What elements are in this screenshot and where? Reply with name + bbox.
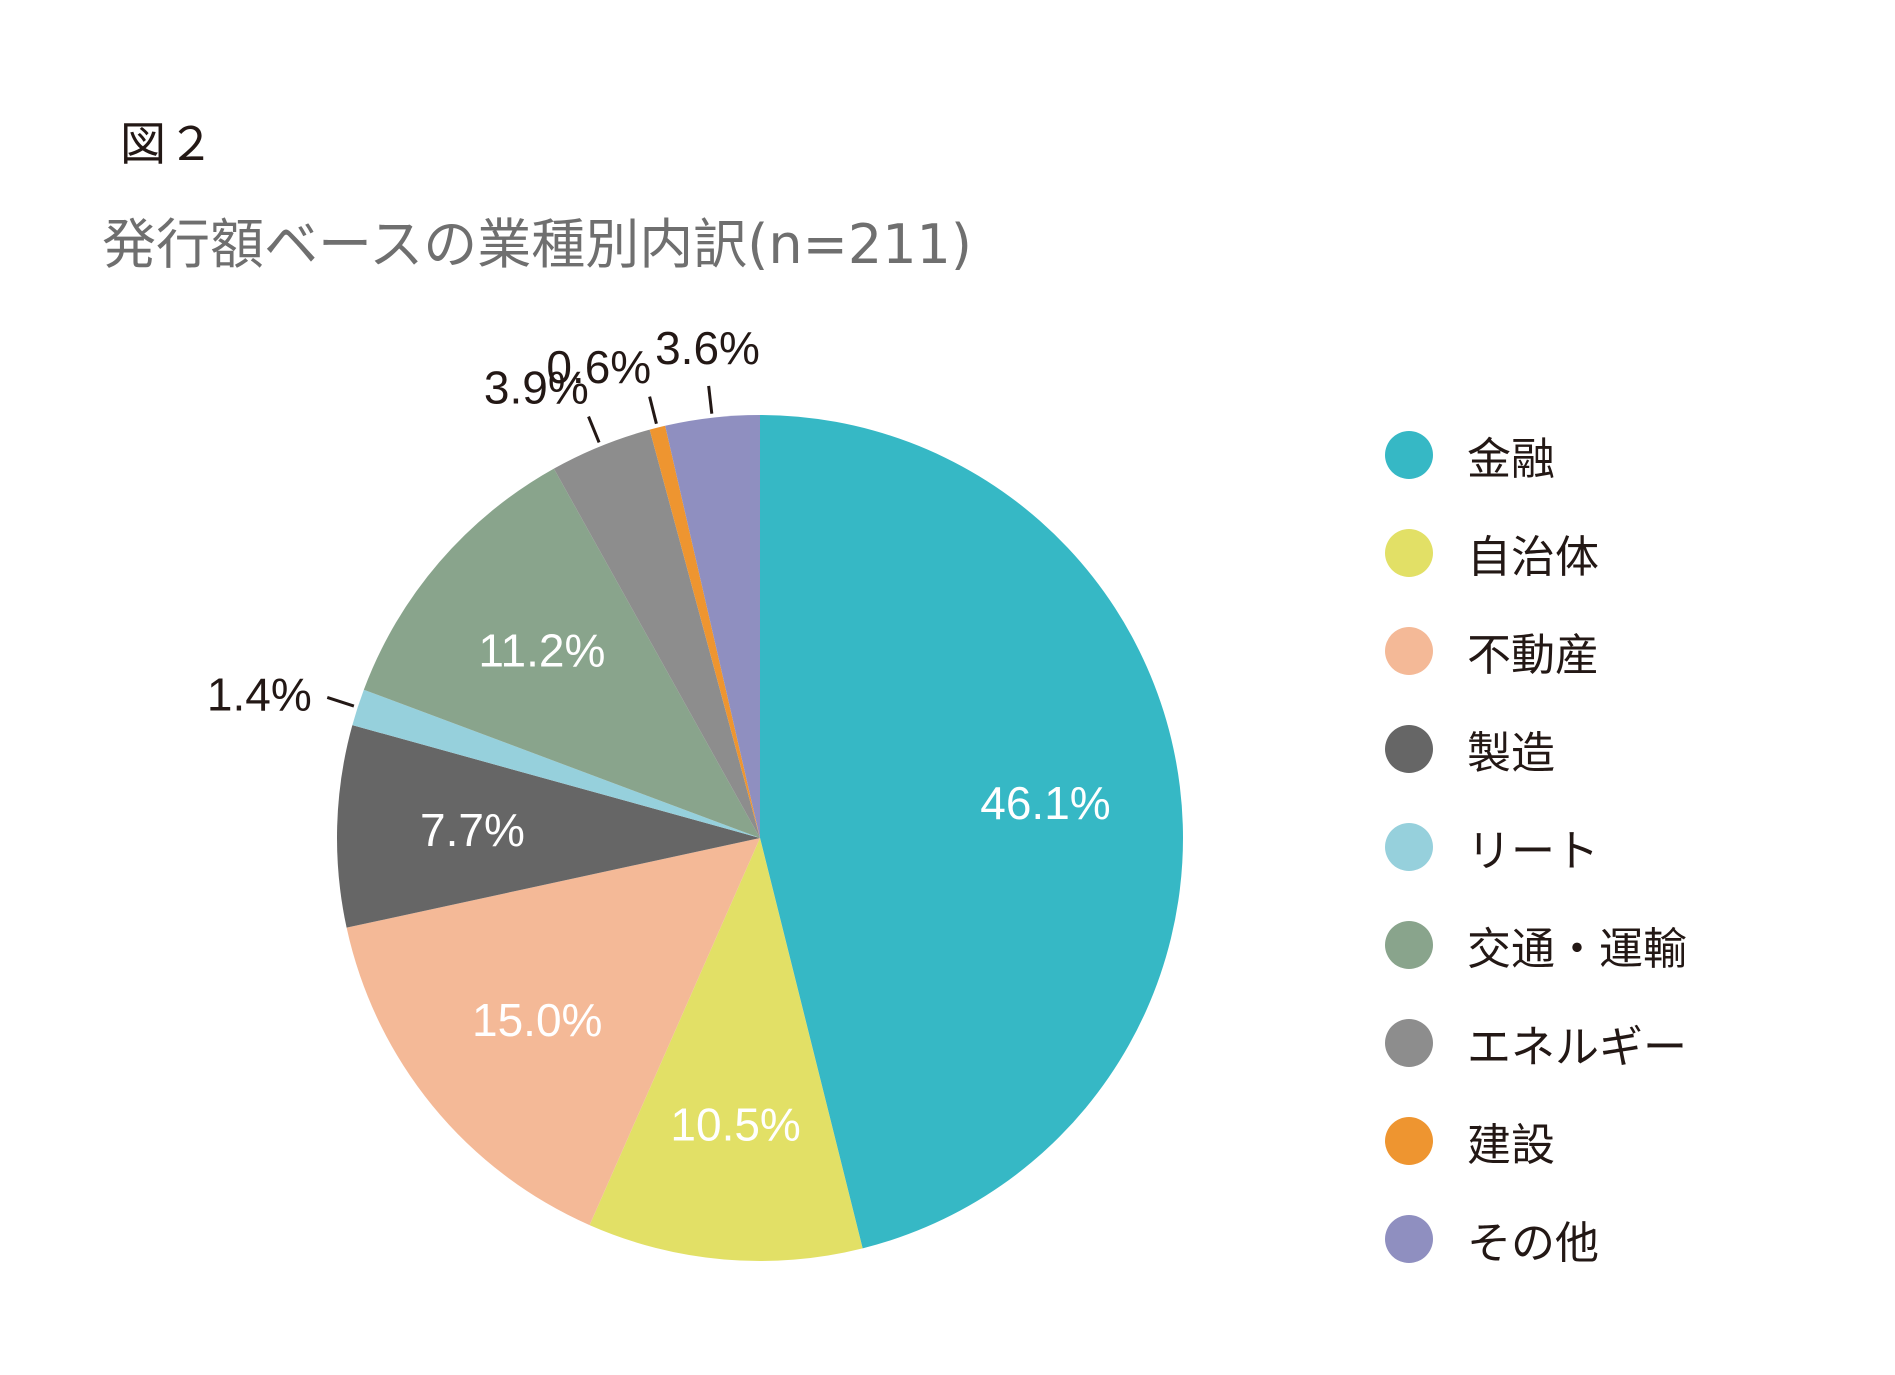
leader-lines — [326, 385, 714, 708]
slice-6-value-label: 11.2% — [478, 625, 605, 677]
legend-label: その他 — [1467, 1218, 1599, 1269]
legend-label: エネルギー — [1467, 1022, 1687, 1073]
legend-label: 交通・運輸 — [1467, 924, 1687, 975]
slice-7-wedge — [553, 429, 760, 838]
slice-8-value-label: 0.6% — [546, 341, 651, 393]
slice-7-value-label: 3.9% — [484, 361, 589, 413]
legend-swatch — [1385, 1117, 1433, 1165]
legend: 金融自治体不動産製造リート交通・運輸エネルギー建設その他 — [1385, 406, 1687, 1288]
figure-label: 図２ — [120, 117, 216, 171]
slice-5-wedge — [352, 689, 760, 838]
slice-8-wedge — [649, 425, 760, 838]
chart-title: 発行額ベースの業種別内訳(n=211) — [102, 213, 972, 276]
legend-label: リート — [1467, 826, 1599, 877]
legend-label: 金融 — [1467, 434, 1555, 485]
legend-swatch — [1385, 529, 1433, 577]
legend-item-1: 金融 — [1385, 406, 1687, 504]
legend-label: 製造 — [1467, 728, 1555, 779]
legend-item-2: 自治体 — [1385, 504, 1687, 602]
legend-swatch — [1385, 1019, 1433, 1067]
legend-label: 不動産 — [1467, 630, 1599, 681]
slice-5-value-label: 1.4% — [207, 668, 312, 720]
slice-6-wedge — [363, 468, 760, 838]
legend-swatch — [1385, 431, 1433, 479]
legend-item-9: その他 — [1385, 1190, 1687, 1288]
slice-8-leader-line — [648, 396, 658, 425]
legend-swatch — [1385, 823, 1433, 871]
slice-5-leader-line — [326, 695, 355, 708]
legend-item-5: リート — [1385, 798, 1687, 896]
legend-swatch — [1385, 921, 1433, 969]
slice-labels: 46.1% 10.5% 15.0% 7.7% 1.4% 11.2% 3.9%0.6% 3.6% — [207, 322, 1111, 1151]
legend-item-8: 建設 — [1385, 1092, 1687, 1190]
slice-3-value-label: 15.0% — [472, 994, 602, 1046]
pie-slices — [337, 415, 1183, 1261]
slice-9-value-label: 3.6% — [655, 322, 760, 374]
legend-item-4: 製造 — [1385, 700, 1687, 798]
slice-1-wedge — [760, 415, 1183, 1249]
legend-label: 自治体 — [1467, 532, 1599, 583]
legend-item-7: エネルギー — [1385, 994, 1687, 1092]
slice-9-leader-line — [707, 385, 714, 414]
slice-2-wedge — [589, 838, 863, 1261]
legend-label: 建設 — [1467, 1120, 1555, 1171]
legend-swatch — [1385, 725, 1433, 773]
slice-7-leader-line — [587, 415, 601, 444]
slice-4-wedge — [337, 725, 760, 928]
slice-4-value-label: 7.7% — [420, 804, 525, 856]
legend-swatch — [1385, 627, 1433, 675]
legend-item-6: 交通・運輸 — [1385, 896, 1687, 994]
slice-3-wedge — [346, 838, 760, 1226]
slice-2-value-label: 10.5% — [670, 1099, 800, 1151]
legend-item-3: 不動産 — [1385, 602, 1687, 700]
slice-1-value-label: 46.1% — [980, 777, 1110, 829]
slice-9-wedge — [665, 415, 760, 838]
legend-swatch — [1385, 1215, 1433, 1263]
